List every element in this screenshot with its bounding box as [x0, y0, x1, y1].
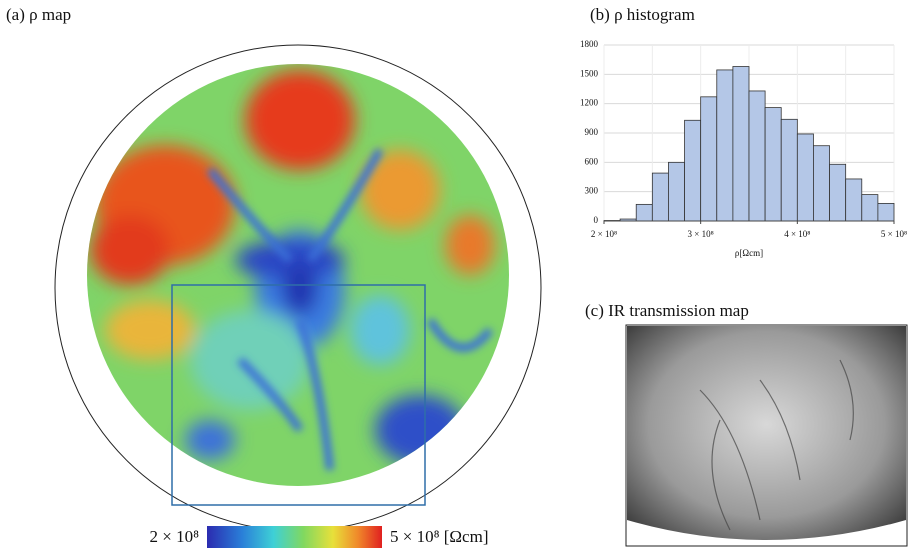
- y-tick-label: 1500: [580, 68, 599, 78]
- panel-c-title: (c) IR transmission map: [585, 301, 749, 320]
- y-tick-label: 1800: [580, 39, 599, 49]
- colorbar-label: 5 × 10⁸ [Ωcm]: [390, 527, 489, 546]
- y-tick-label: 0: [594, 215, 599, 225]
- bar: [685, 120, 701, 221]
- bar: [878, 203, 894, 221]
- bar: [717, 70, 733, 221]
- bar: [813, 146, 829, 221]
- panel-a-title: (a) ρ map: [6, 5, 71, 24]
- y-tick-label: 600: [585, 156, 599, 166]
- bar: [781, 119, 797, 221]
- bar: [797, 134, 813, 221]
- ir-image: [626, 325, 907, 546]
- colorbar: [207, 526, 382, 548]
- colorbar-label: 2 × 10⁸: [149, 527, 199, 546]
- bar: [830, 164, 846, 221]
- y-tick-label: 900: [585, 127, 599, 137]
- bar: [668, 162, 684, 221]
- bar: [862, 195, 878, 221]
- bar: [733, 67, 749, 221]
- x-tick-label: 2 × 10⁸: [591, 229, 617, 239]
- bar: [846, 179, 862, 221]
- bar: [701, 97, 717, 221]
- bar: [749, 91, 765, 221]
- y-tick-label: 1200: [580, 98, 599, 108]
- bar: [765, 108, 781, 221]
- bar: [636, 204, 652, 221]
- x-axis-label: ρ[Ωcm]: [735, 248, 763, 258]
- x-tick-label: 4 × 10⁸: [784, 229, 810, 239]
- panel-b-title: (b) ρ histogram: [590, 5, 695, 24]
- bar: [652, 173, 668, 221]
- resistivity-map: [80, 60, 520, 500]
- y-tick-label: 300: [585, 186, 599, 196]
- x-tick-label: 5 × 10⁸: [881, 229, 907, 239]
- figure: (a) ρ map (b) ρ histogram (c) IR trans: [0, 0, 919, 551]
- x-tick-label: 3 × 10⁸: [688, 229, 714, 239]
